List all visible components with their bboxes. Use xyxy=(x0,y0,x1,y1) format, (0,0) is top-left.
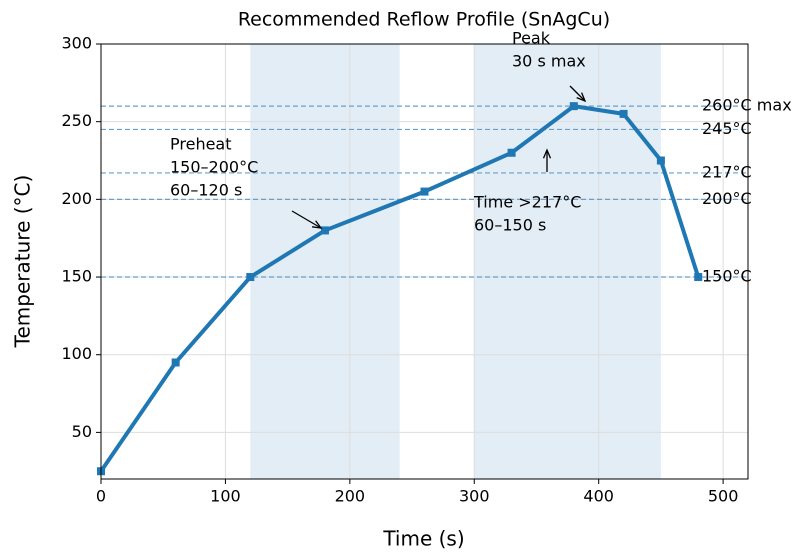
x-axis-label: Time (s) xyxy=(382,527,464,551)
x-tick-label: 500 xyxy=(708,487,739,506)
y-tick-label: 200 xyxy=(61,189,92,208)
x-tick-label: 0 xyxy=(96,487,106,506)
annotation-text: 60–150 s xyxy=(474,216,546,235)
annotation-arrow xyxy=(291,210,322,229)
x-tick-label: 400 xyxy=(583,487,614,506)
y-tick-label: 100 xyxy=(61,344,92,363)
chart-title: Recommended Reflow Profile (SnAgCu) xyxy=(238,9,610,31)
marker xyxy=(619,109,628,118)
shaded-region xyxy=(474,44,661,479)
y-tick-label: 50 xyxy=(72,422,92,441)
arrow-head xyxy=(576,92,587,103)
marker xyxy=(246,273,255,282)
x-tick-label: 300 xyxy=(459,487,490,506)
y-tick-label: 250 xyxy=(61,111,92,130)
arrow-head xyxy=(542,148,552,159)
marker xyxy=(171,358,180,367)
annotation-arrow xyxy=(569,85,586,102)
marker xyxy=(694,273,703,282)
reference-label: 245°C xyxy=(702,119,752,138)
reference-label: 217°C xyxy=(702,162,752,181)
arrow-head xyxy=(311,220,323,229)
y-tick-label: 150 xyxy=(61,267,92,286)
plot-frame xyxy=(100,43,749,480)
marker xyxy=(320,226,329,235)
annotation-text: Preheat xyxy=(170,135,232,154)
annotation-text: 60–120 s xyxy=(170,181,242,200)
annotation-text: 150–200°C xyxy=(170,158,258,177)
x-tick-label: 200 xyxy=(335,487,366,506)
marker xyxy=(656,156,665,165)
reference-label: 260°C max xyxy=(702,96,792,115)
annotation-text: 30 s max xyxy=(512,52,586,71)
reference-label: 150°C xyxy=(702,267,752,286)
y-axis-label: Temperature (°C) xyxy=(11,175,35,349)
line xyxy=(99,104,701,473)
marker xyxy=(569,102,578,111)
annotation-text: Time >217°C xyxy=(473,193,581,212)
marker xyxy=(507,148,516,157)
y-tick-label: 300 xyxy=(61,34,92,53)
x-tick-label: 100 xyxy=(210,487,241,506)
marker xyxy=(420,187,429,196)
annotation-text: Peak xyxy=(512,29,551,48)
reference-label: 200°C xyxy=(702,189,752,208)
